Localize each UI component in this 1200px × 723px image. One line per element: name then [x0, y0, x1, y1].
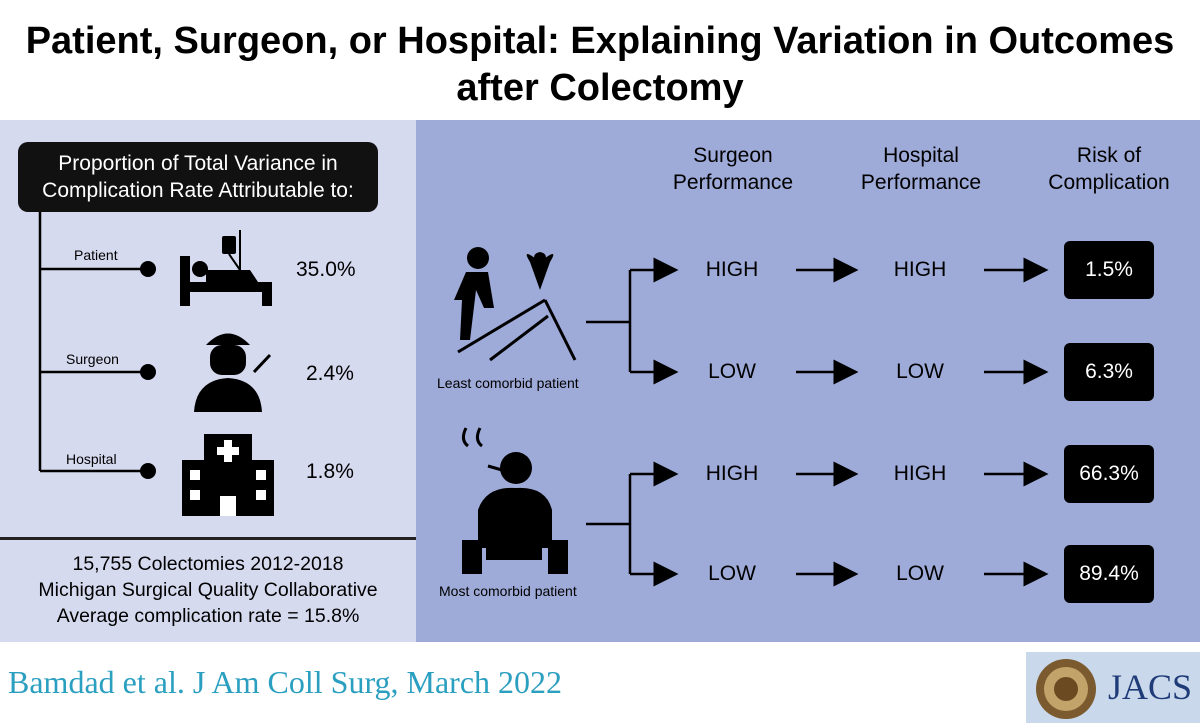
cohort-stats: 15,755 Colectomies 2012-2018 Michigan Su… — [0, 551, 416, 629]
row2-risk-badge: 6.3% — [1064, 343, 1154, 401]
source-label-hospital: Hospital — [66, 451, 117, 467]
header-hospital-line1: Hospital — [883, 144, 959, 167]
variance-heading-line2: Complication Rate Attributable to: — [42, 179, 354, 202]
row1-hospital: HIGH — [893, 258, 947, 281]
header-surgeon-line2: Performance — [672, 171, 794, 194]
row3-hospital: HIGH — [893, 462, 947, 485]
citation: Bamdad et al. J Am Coll Surg, March 2022 — [8, 664, 563, 700]
source-label-surgeon: Surgeon — [66, 351, 119, 367]
page-title: Patient, Surgeon, or Hospital: Explainin… — [25, 20, 1175, 109]
row2-hospital: LOW — [896, 360, 944, 383]
variance-heading-box: Proportion of Total Variance in Complica… — [18, 142, 378, 212]
row1-risk-badge: 1.5% — [1064, 241, 1154, 299]
source-label-patient: Patient — [74, 247, 118, 263]
row2-surgeon: LOW — [708, 360, 756, 383]
row4-surgeon: LOW — [708, 562, 756, 585]
hiker-heart-icon — [454, 247, 577, 362]
divider — [0, 537, 416, 540]
row1-surgeon: HIGH — [705, 258, 759, 281]
stats-line1: 15,755 Colectomies 2012-2018 — [72, 553, 344, 575]
row3-surgeon: HIGH — [705, 462, 759, 485]
header-risk-of-complication: Risk of Complication — [1019, 142, 1199, 196]
source-value-patient: 35.0% — [296, 258, 356, 281]
journal-logo-text: JACS — [1108, 667, 1193, 707]
header-hospital-performance: Hospital Performance — [831, 142, 1011, 196]
stats-line2: Michigan Surgical Quality Collaborative — [38, 579, 378, 601]
patient-caption-least: Least comorbid patient — [437, 375, 579, 391]
source-value-surgeon: 2.4% — [306, 362, 354, 385]
row4-risk-badge: 89.4% — [1064, 545, 1154, 603]
header-risk-line2: Complication — [1048, 171, 1170, 194]
patient-caption-most: Most comorbid patient — [439, 583, 577, 599]
stats-line3: Average complication rate = 15.8% — [56, 605, 360, 627]
header-surgeon-line1: Surgeon — [693, 144, 773, 167]
header-hospital-line2: Performance — [860, 171, 982, 194]
source-value-hospital: 1.8% — [306, 460, 354, 483]
smoker-icon — [461, 427, 568, 574]
tree-node-surgeon — [140, 364, 156, 380]
variance-heading-line1: Proportion of Total Variance in — [58, 152, 338, 175]
row-arrows — [796, 257, 1049, 587]
surgeon-icon — [194, 333, 272, 412]
hospital-building-icon — [182, 434, 274, 516]
jacs-seal-icon — [1026, 652, 1200, 723]
header-risk-line1: Risk of — [1076, 144, 1142, 167]
hospital-bed-patient-icon — [180, 230, 272, 306]
row3-risk-badge: 66.3% — [1064, 445, 1154, 503]
row4-hospital: LOW — [896, 562, 944, 585]
tree-node-hospital — [140, 463, 156, 479]
tree-node-patient — [140, 261, 156, 277]
header-surgeon-performance: Surgeon Performance — [643, 142, 823, 196]
